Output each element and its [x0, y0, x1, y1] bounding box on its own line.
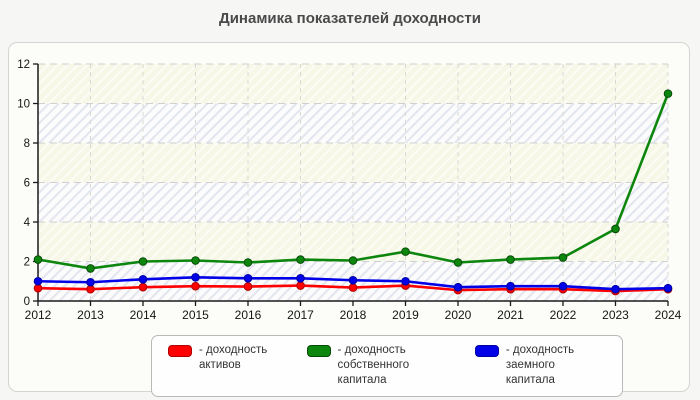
legend-swatch-assets: [168, 345, 192, 357]
legend-item-assets: - доходность активов: [168, 343, 279, 373]
legend-swatch-borrowed: [474, 345, 499, 357]
svg-text:2019: 2019: [392, 308, 419, 322]
svg-text:2012: 2012: [25, 308, 52, 322]
svg-text:2013: 2013: [77, 308, 104, 322]
chart-panel: 0 2 4 6 8 10 12 2012 2013 2014 2015 2016 2017 2018 201…: [8, 42, 690, 397]
legend-label-assets: - доходность активов: [199, 344, 268, 371]
svg-text:2023: 2023: [602, 308, 629, 322]
svg-text:2014: 2014: [130, 308, 157, 322]
legend-item-borrowed: - доходность заемного капитала: [474, 343, 606, 388]
chart-legend: - доходность активов - доходность собств…: [151, 335, 623, 397]
legend-label-borrowed: - доходность заемного капитала: [505, 344, 575, 386]
svg-text:10: 10: [17, 99, 30, 111]
svg-text:12: 12: [17, 59, 30, 71]
chart-title: Динамика показателей доходности: [219, 10, 481, 27]
chart-svg: 0 2 4 6 8 10 12 2012 2013 2014 2015 2016 2017 2018 201…: [17, 59, 681, 322]
svg-text:4: 4: [24, 217, 31, 229]
svg-text:2: 2: [24, 257, 30, 269]
svg-text:2021: 2021: [497, 308, 524, 322]
svg-text:0: 0: [24, 296, 30, 308]
legend-label-equity: - доходность собственного капитала: [337, 344, 410, 386]
svg-text:2020: 2020: [445, 308, 472, 322]
svg-text:2024: 2024: [655, 308, 682, 322]
svg-text:2018: 2018: [340, 308, 367, 322]
legend-item-equity: - доходность собственного капитала: [306, 343, 447, 388]
svg-text:2016: 2016: [235, 308, 262, 322]
svg-text:8: 8: [24, 138, 30, 150]
svg-text:2017: 2017: [287, 308, 314, 322]
svg-text:2022: 2022: [550, 308, 577, 322]
legend-swatch-equity: [306, 345, 331, 357]
chart-plot: 0 2 4 6 8 10 12 2012 2013 2014 2015 2016 2017 2018 201…: [17, 59, 681, 322]
svg-text:2015: 2015: [182, 308, 209, 322]
svg-text:6: 6: [24, 178, 30, 190]
